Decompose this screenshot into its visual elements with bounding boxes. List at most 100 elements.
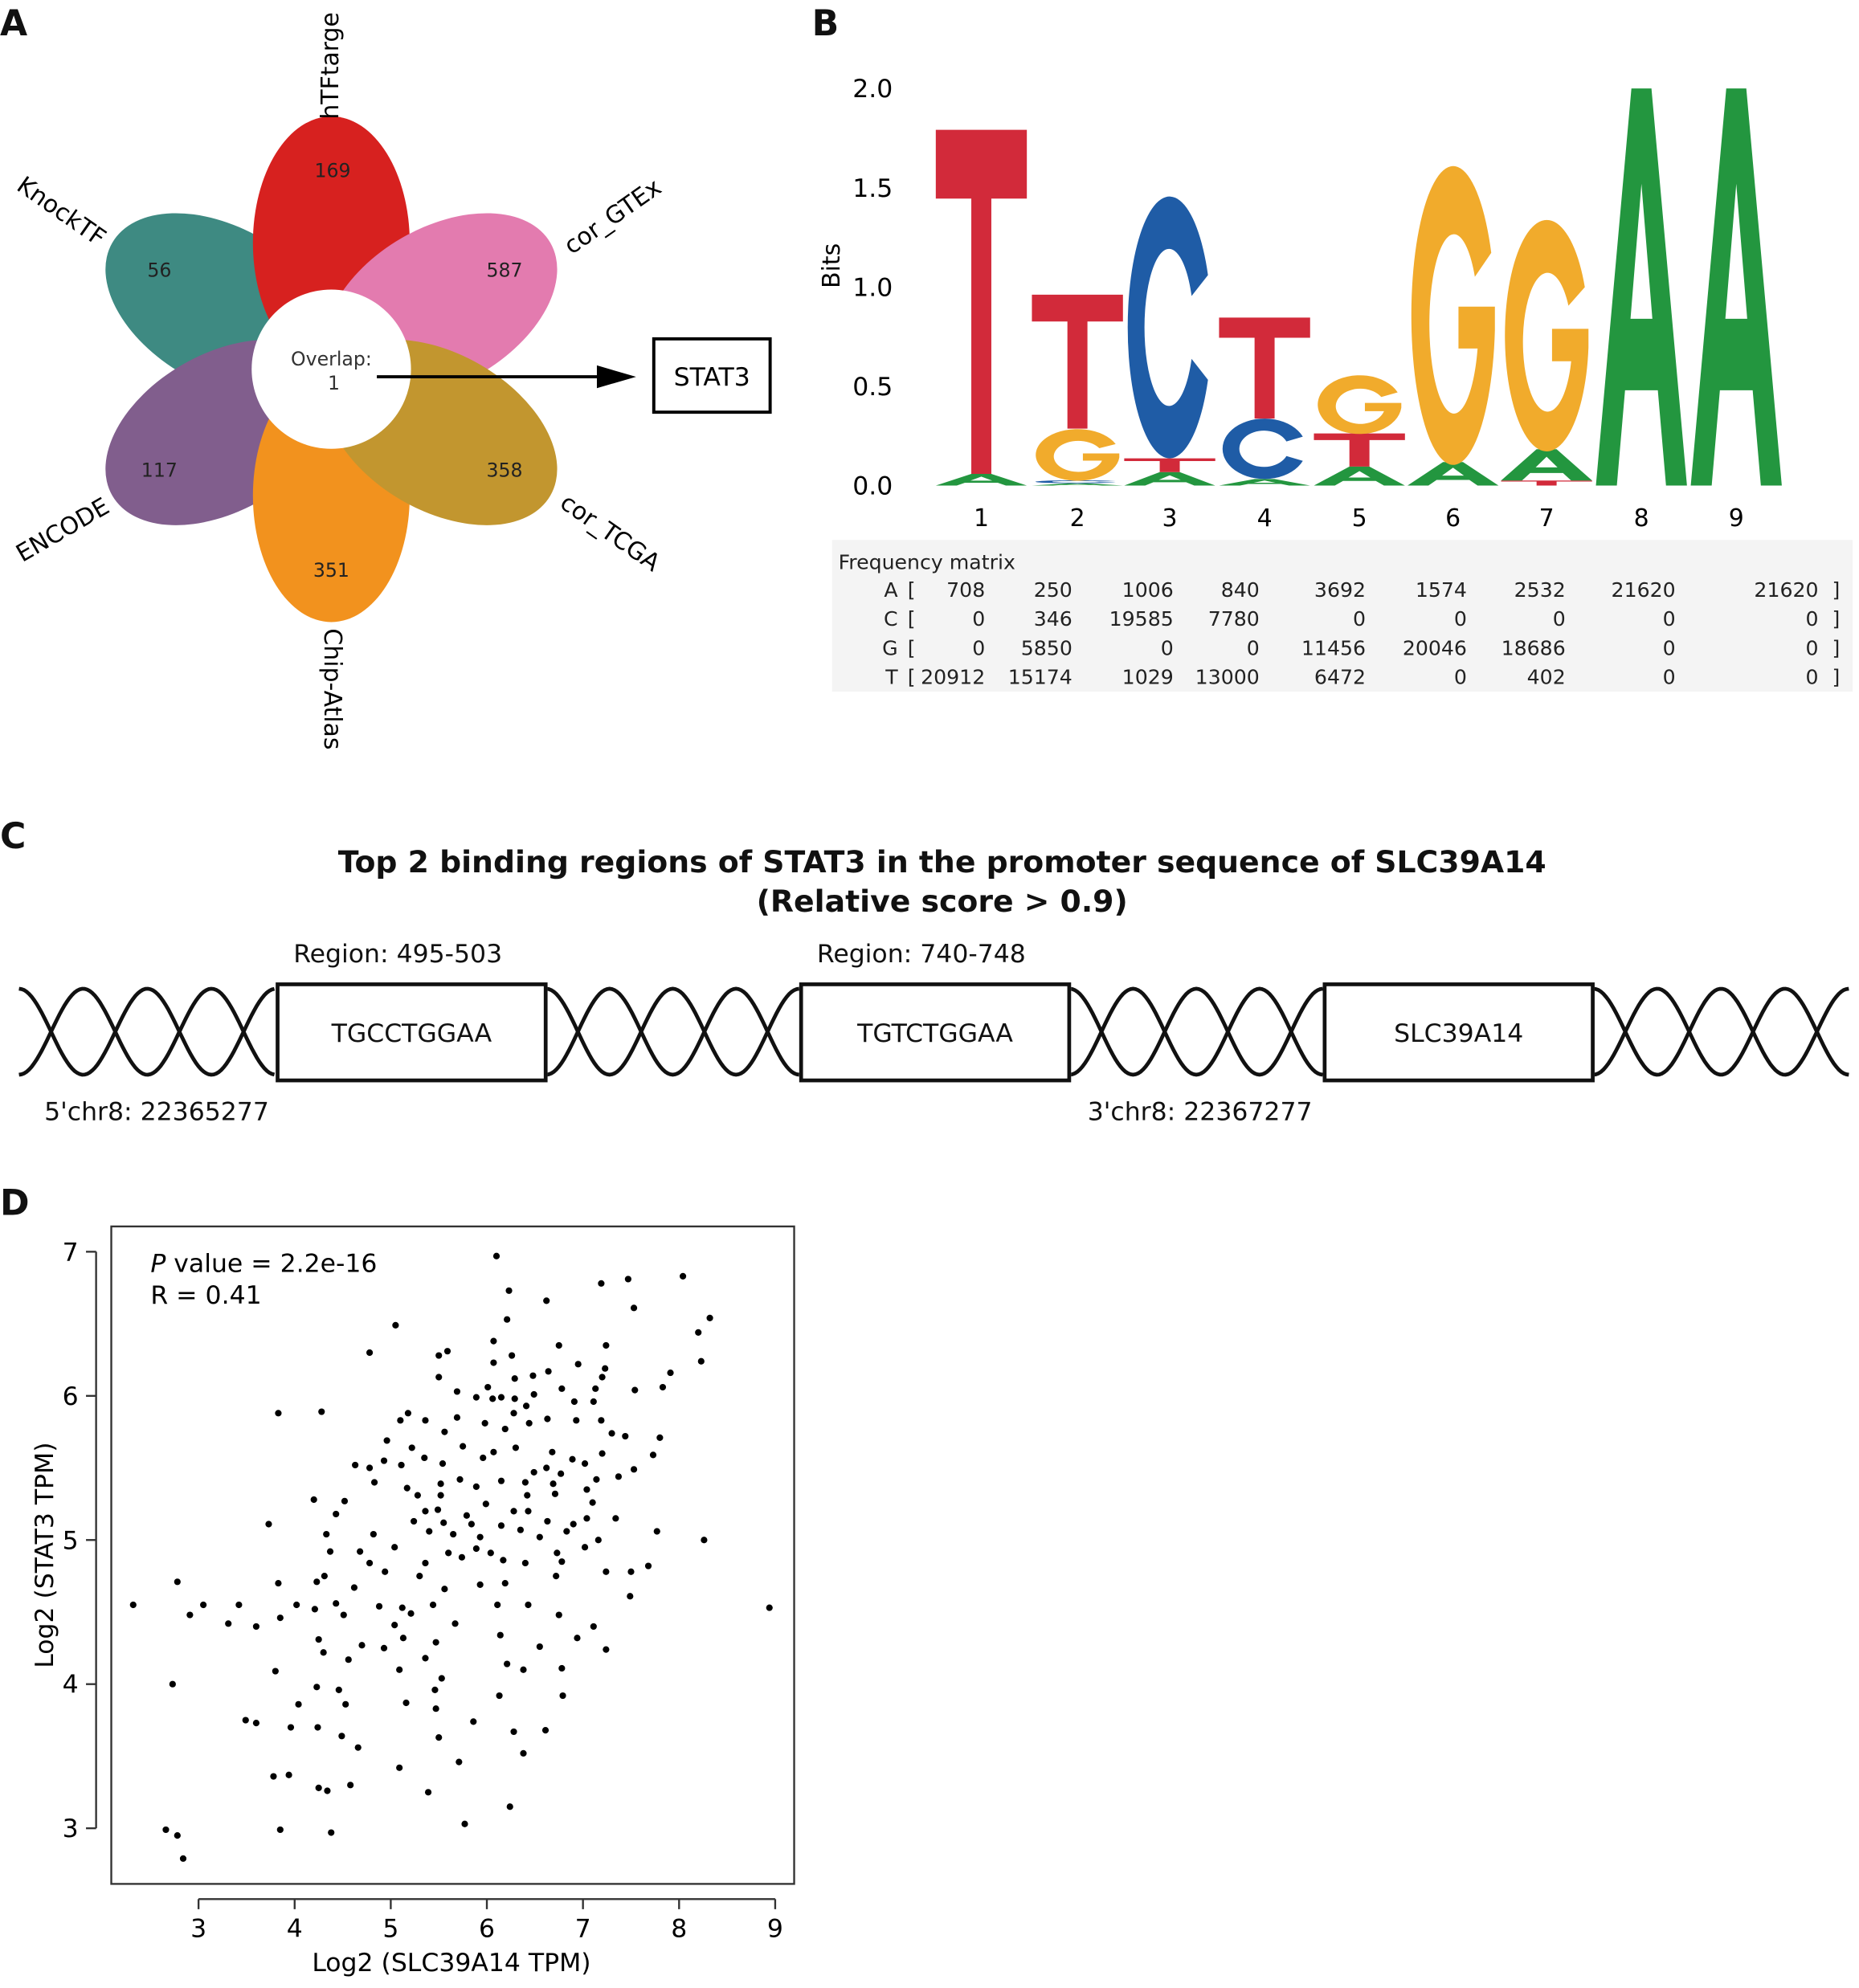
data-point [252,1623,260,1631]
data-point [615,1473,623,1480]
data-point [366,1349,374,1357]
data-point [644,1562,652,1570]
matrix-cell: 0 [1662,635,1676,660]
data-point [321,1573,328,1580]
logo-letter-G [1036,429,1120,481]
dna-strand [1069,986,1323,1077]
data-point [293,1601,300,1609]
data-point [411,1517,418,1525]
matrix-base: A [884,578,898,602]
data-point [558,1470,565,1477]
data-point [484,1383,492,1391]
data-point [472,1394,480,1401]
logo-letter-T [1124,458,1216,472]
data-point [437,1480,444,1488]
data-point [697,1357,705,1365]
position-label: 6 [1445,504,1461,533]
region-1-label: Region: 495-503 [293,937,503,969]
data-point [544,1517,551,1525]
data-point [545,1368,552,1375]
petal-count: 169 [314,159,350,182]
matrix-cell: 20912 [921,664,986,689]
matrix-cell: 840 [1220,578,1260,602]
dna-strand [545,986,800,1077]
data-point [504,1316,511,1323]
data-point [424,1789,432,1796]
data-point [506,1803,513,1810]
data-point [174,1832,181,1839]
data-point [450,1530,457,1538]
data-point [460,1443,467,1450]
matrix-base: G [882,635,898,660]
matrix-cell: 0 [1352,606,1367,631]
data-point [275,1579,282,1587]
set-label: KnockTF [11,171,110,252]
data-point [375,1602,383,1610]
matrix-cell: 0 [972,635,986,660]
data-point [438,1675,445,1682]
data-point [434,1506,442,1513]
logo-letter-C [1035,480,1116,484]
data-point [667,1370,674,1377]
data-point [490,1337,497,1345]
data-point [581,1544,589,1551]
x-tick-label: 6 [479,1915,495,1944]
matrix-cell: 0 [1453,664,1467,689]
data-point [550,1480,557,1488]
dna-strand [1069,986,1323,1077]
logo-letter-A [1501,449,1592,481]
data-point [701,1537,708,1544]
logo-letter-A [935,473,1028,486]
data-point [422,1559,429,1567]
matrix-base: T [885,664,898,689]
p-value-annotation: P value = 2.2e-16 [150,1250,377,1279]
logo-letter-A [1124,471,1216,486]
data-point [505,1287,513,1294]
petal-count: 56 [147,259,171,282]
data-point [396,1666,403,1673]
data-point [458,1553,466,1561]
r-annotation: R = 0.41 [150,1281,261,1310]
data-point [482,1500,489,1508]
y-tick-label: 1.0 [852,273,893,302]
data-point [472,1545,480,1553]
matrix-bracket-open: [ [907,578,916,602]
data-point [529,1372,537,1379]
data-point [398,1604,406,1611]
data-point [407,1610,415,1617]
y-tick-label: 6 [63,1382,79,1411]
data-point [315,1635,322,1643]
data-point [403,1484,411,1492]
matrix-row-G: G [0 5850 0 0 11456 20046 18686 0 0] [832,636,1853,664]
data-point [323,1530,330,1538]
data-point [525,1508,532,1515]
y-tick-label: 4 [63,1671,79,1700]
data-point [603,1341,610,1349]
dna-strand [18,986,276,1077]
data-point [558,1385,566,1392]
data-point [432,1639,439,1646]
binding-title-line2: (Relative score > 0.9) [756,884,1128,920]
data-point [440,1519,447,1526]
data-point [235,1601,243,1609]
data-point [391,1622,398,1629]
data-point [555,1611,562,1619]
data-point [310,1496,317,1504]
data-point [653,1528,660,1535]
matrix-cell: 20046 [1402,635,1467,660]
petal-count: 117 [141,459,178,481]
matrix-cell: 21620 [1611,578,1676,602]
y-tick-label: 0.5 [852,373,893,402]
data-point [543,1464,550,1472]
data-point [593,1476,600,1483]
data-point [511,1395,518,1402]
region-2-label: Region: 740-748 [816,937,1026,969]
data-point [314,1724,321,1731]
set-label: cor_GTEx [559,173,667,260]
matrix-cell: 0 [1805,664,1819,689]
data-point [603,1568,610,1575]
data-point [496,1692,503,1700]
x-tick-label: 5 [382,1915,398,1944]
data-point [453,1388,461,1395]
data-point [481,1419,488,1427]
